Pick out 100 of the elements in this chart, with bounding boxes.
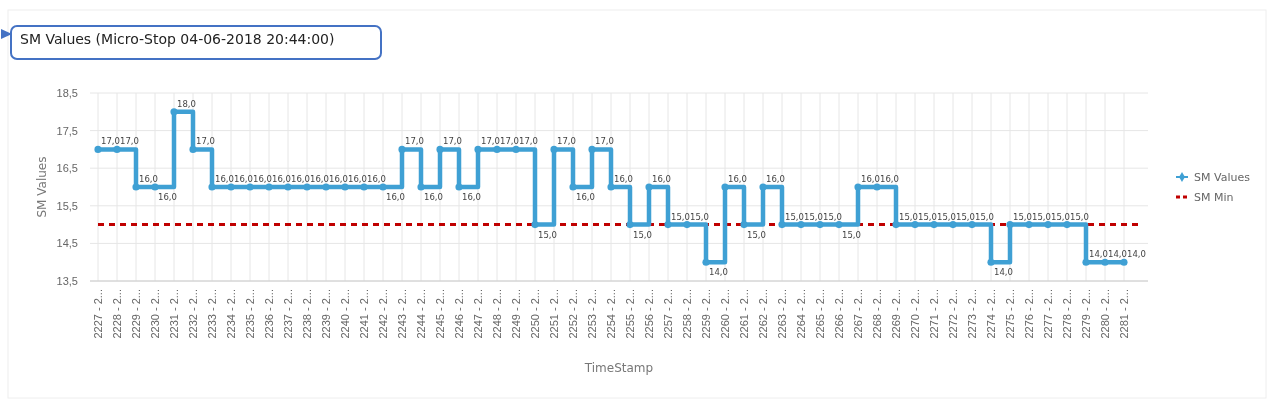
x-tick-label: 2237 - 2... — [282, 289, 295, 339]
x-tick-label: 2253 - 2... — [586, 289, 599, 339]
data-label: 16,0 — [272, 174, 291, 184]
x-tick-label: 2231 - 2... — [168, 289, 181, 339]
x-tick-label: 2236 - 2... — [263, 289, 276, 339]
data-label: 16,0 — [861, 174, 880, 184]
point — [322, 183, 330, 191]
point — [550, 145, 558, 153]
point — [702, 258, 710, 266]
x-tick-label: 2238 - 2... — [301, 289, 314, 339]
data-label: 16,0 — [348, 174, 367, 184]
point — [94, 145, 102, 153]
x-tick-label: 2258 - 2... — [681, 289, 694, 339]
x-tick-label: 2273 - 2... — [966, 289, 979, 339]
x-tick-label: 2277 - 2... — [1042, 289, 1055, 339]
x-tick-label: 2268 - 2... — [871, 289, 884, 339]
x-tick-label: 2240 - 2... — [339, 289, 352, 339]
point — [341, 183, 349, 191]
data-label: 16,0 — [158, 192, 177, 202]
data-label: 17,0 — [557, 136, 576, 147]
x-tick-label: 2270 - 2... — [909, 289, 922, 339]
data-label: 16,0 — [139, 174, 158, 184]
y-tick-label: 16,5 — [56, 162, 78, 175]
x-tick-label: 2276 - 2... — [1023, 289, 1036, 339]
legend-label: SM Min — [1194, 191, 1234, 204]
point — [759, 183, 767, 191]
point — [721, 183, 729, 191]
data-label: 17,0 — [519, 136, 538, 147]
point — [664, 221, 672, 229]
point — [303, 183, 311, 191]
x-tick-label: 2256 - 2... — [643, 289, 656, 339]
point — [132, 183, 140, 191]
x-tick-label: 2272 - 2... — [947, 289, 960, 339]
point — [436, 145, 444, 153]
x-tick-label: 2243 - 2... — [396, 289, 409, 339]
x-axis-title: TimeStamp — [583, 361, 654, 375]
x-tick-label: 2264 - 2... — [795, 289, 808, 339]
data-label: 16,0 — [234, 174, 253, 184]
point — [873, 183, 881, 191]
point — [170, 108, 178, 116]
point — [987, 258, 995, 266]
point — [398, 145, 406, 153]
data-label: 16,0 — [386, 192, 405, 202]
point — [1120, 258, 1128, 266]
point — [569, 183, 577, 191]
point — [835, 221, 843, 229]
x-tick-label: 2259 - 2... — [700, 289, 713, 339]
data-label: 16,0 — [215, 174, 234, 184]
x-tick-label: 2265 - 2... — [814, 289, 827, 339]
point — [1025, 221, 1033, 229]
point — [113, 145, 121, 153]
x-tick-label: 2252 - 2... — [567, 289, 580, 339]
point — [417, 183, 425, 191]
x-tick-label: 2242 - 2... — [377, 289, 390, 339]
data-label: 16,0 — [367, 174, 386, 184]
point — [455, 183, 463, 191]
point — [930, 221, 938, 229]
data-label: 17,0 — [120, 136, 139, 147]
data-label: 15,0 — [918, 211, 937, 222]
point — [1082, 258, 1090, 266]
data-label: 15,0 — [747, 229, 766, 240]
data-label: 17,0 — [481, 136, 500, 147]
x-tick-label: 2280 - 2... — [1099, 289, 1112, 339]
data-label: 16,0 — [329, 174, 348, 184]
data-label: 17,0 — [443, 136, 462, 147]
point — [968, 221, 976, 229]
data-label: 15,0 — [671, 211, 690, 222]
x-tick-label: 2275 - 2... — [1004, 289, 1017, 339]
point — [512, 145, 520, 153]
x-tick-label: 2254 - 2... — [605, 289, 618, 339]
x-tick-label: 2230 - 2... — [149, 289, 162, 339]
x-tick-label: 2260 - 2... — [719, 289, 732, 339]
point — [1101, 258, 1109, 266]
data-label: 16,0 — [614, 174, 633, 184]
data-label: 15,0 — [785, 211, 804, 222]
data-label: 16,0 — [766, 174, 785, 184]
point — [645, 183, 653, 191]
x-tick-label: 2247 - 2... — [472, 289, 485, 339]
data-label: 15,0 — [842, 229, 861, 240]
point — [474, 145, 482, 153]
data-label: 14,0 — [1127, 249, 1146, 260]
point — [816, 221, 824, 229]
point — [531, 221, 539, 229]
data-label: 15,0 — [956, 211, 975, 222]
x-tick-label: 2246 - 2... — [453, 289, 466, 339]
x-tick-label: 2229 - 2... — [130, 289, 143, 339]
point — [189, 145, 197, 153]
x-tick-label: 2267 - 2... — [852, 289, 865, 339]
point — [227, 183, 235, 191]
data-label: 15,0 — [690, 211, 709, 222]
x-tick-label: 2261 - 2... — [738, 289, 751, 339]
point — [265, 183, 273, 191]
data-label: 16,0 — [291, 174, 310, 184]
x-tick-label: 2281 - 2... — [1118, 289, 1131, 339]
y-tick-label: 17,5 — [56, 124, 78, 137]
data-label: 15,0 — [538, 229, 557, 240]
point — [854, 183, 862, 191]
point — [892, 221, 900, 229]
data-label: 16,0 — [576, 192, 595, 202]
data-label: 15,0 — [975, 211, 994, 222]
